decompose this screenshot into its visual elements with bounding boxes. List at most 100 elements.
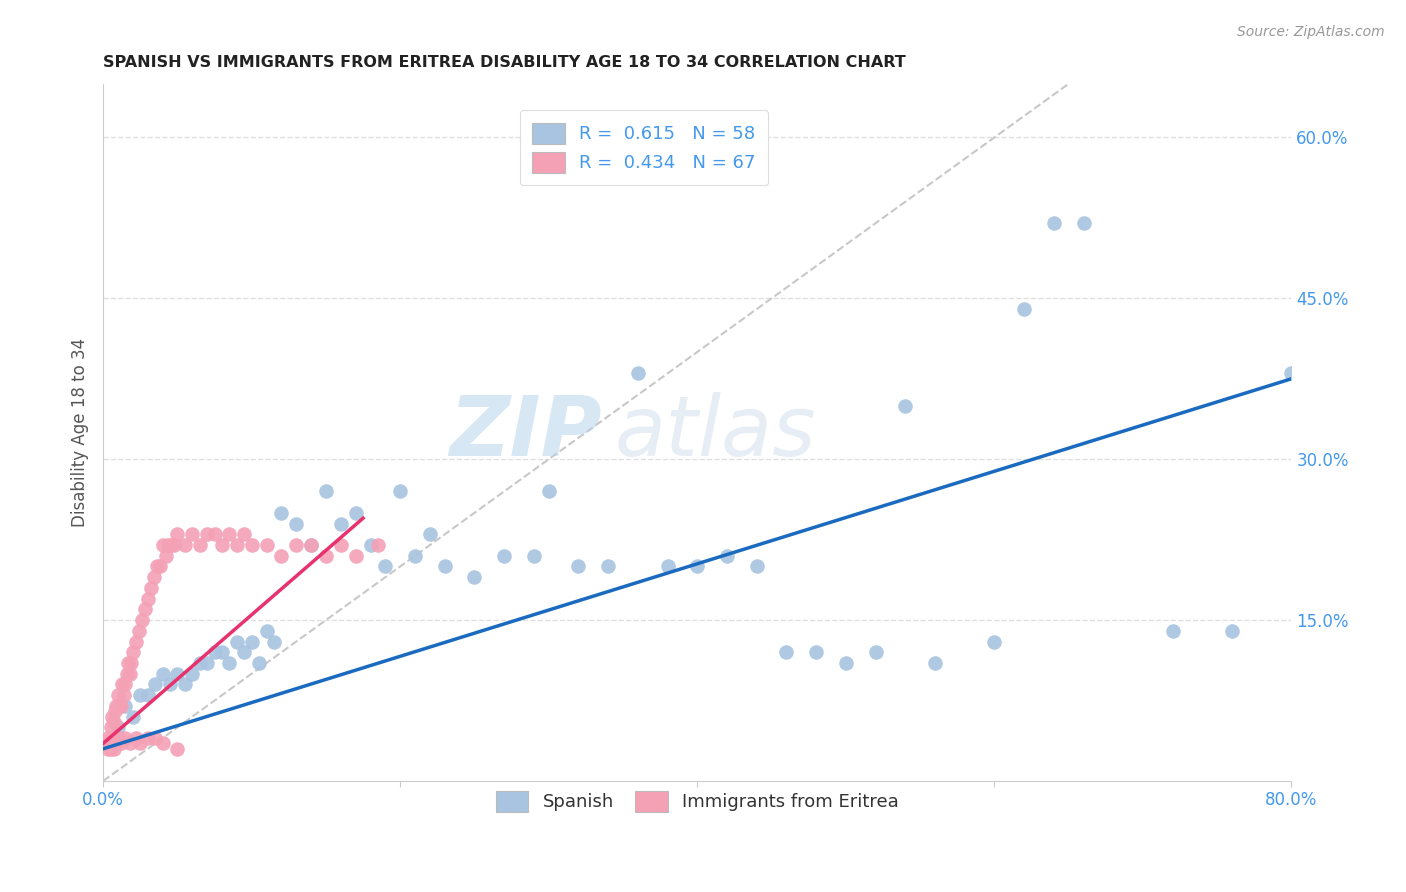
Point [159, 677, 181, 691]
Point [188, 538, 211, 552]
Point [627, 367, 650, 381]
Point [1073, 216, 1095, 230]
Point [166, 666, 188, 681]
Point [152, 666, 174, 681]
Point [299, 538, 322, 552]
Point [804, 645, 827, 659]
Point [686, 559, 709, 574]
Point [136, 688, 159, 702]
Point [143, 731, 166, 745]
Point [136, 731, 159, 745]
Point [344, 549, 367, 563]
Point [894, 399, 917, 413]
Point [110, 736, 132, 750]
Point [129, 736, 152, 750]
Point [523, 549, 546, 563]
Point [100, 720, 122, 734]
Point [157, 538, 180, 552]
Point [108, 698, 131, 713]
Point [657, 559, 679, 574]
Point [537, 484, 560, 499]
Point [745, 559, 768, 574]
Point [247, 656, 270, 670]
Point [101, 709, 124, 723]
Point [1161, 624, 1184, 638]
Point [374, 559, 396, 574]
Point [835, 656, 858, 670]
Point [125, 634, 148, 648]
Point [865, 645, 887, 659]
Point [101, 731, 124, 745]
Point [136, 591, 159, 606]
Point [256, 624, 278, 638]
Point [166, 741, 188, 756]
Point [107, 688, 129, 702]
Point [218, 656, 240, 670]
Point [152, 736, 174, 750]
Point [110, 698, 132, 713]
Point [285, 516, 308, 531]
Legend: Spanish, Immigrants from Eritrea: Spanish, Immigrants from Eritrea [482, 778, 911, 824]
Point [299, 538, 322, 552]
Point [97, 731, 120, 745]
Point [112, 688, 135, 702]
Point [1281, 367, 1303, 381]
Point [256, 538, 278, 552]
Point [120, 656, 142, 670]
Point [114, 731, 136, 745]
Point [218, 527, 240, 541]
Point [211, 645, 233, 659]
Point [404, 549, 426, 563]
Point [775, 645, 797, 659]
Point [240, 538, 263, 552]
Point [105, 698, 128, 713]
Point [173, 677, 195, 691]
Point [115, 666, 138, 681]
Text: Source: ZipAtlas.com: Source: ZipAtlas.com [1237, 25, 1385, 39]
Point [118, 736, 141, 750]
Point [494, 549, 516, 563]
Point [924, 656, 946, 670]
Point [148, 559, 170, 574]
Point [128, 624, 150, 638]
Point [195, 656, 218, 670]
Text: atlas: atlas [614, 392, 815, 473]
Point [1220, 624, 1243, 638]
Point [155, 549, 177, 563]
Point [152, 538, 174, 552]
Point [143, 677, 166, 691]
Point [419, 527, 441, 541]
Point [433, 559, 456, 574]
Point [107, 720, 129, 734]
Point [107, 731, 129, 745]
Point [117, 656, 139, 670]
Point [100, 741, 122, 756]
Point [315, 484, 337, 499]
Point [270, 506, 292, 520]
Point [121, 709, 143, 723]
Point [104, 704, 127, 718]
Text: ZIP: ZIP [450, 392, 602, 473]
Point [118, 666, 141, 681]
Point [983, 634, 1005, 648]
Point [121, 645, 143, 659]
Point [195, 527, 218, 541]
Point [111, 677, 134, 691]
Point [598, 559, 620, 574]
Point [97, 741, 120, 756]
Point [567, 559, 589, 574]
Point [188, 656, 211, 670]
Point [225, 634, 247, 648]
Point [389, 484, 412, 499]
Point [463, 570, 485, 584]
Point [270, 549, 292, 563]
Point [1012, 301, 1035, 316]
Point [716, 549, 738, 563]
Point [181, 666, 204, 681]
Point [139, 581, 162, 595]
Point [344, 506, 367, 520]
Point [173, 538, 195, 552]
Point [103, 741, 125, 756]
Point [142, 570, 165, 584]
Point [104, 731, 127, 745]
